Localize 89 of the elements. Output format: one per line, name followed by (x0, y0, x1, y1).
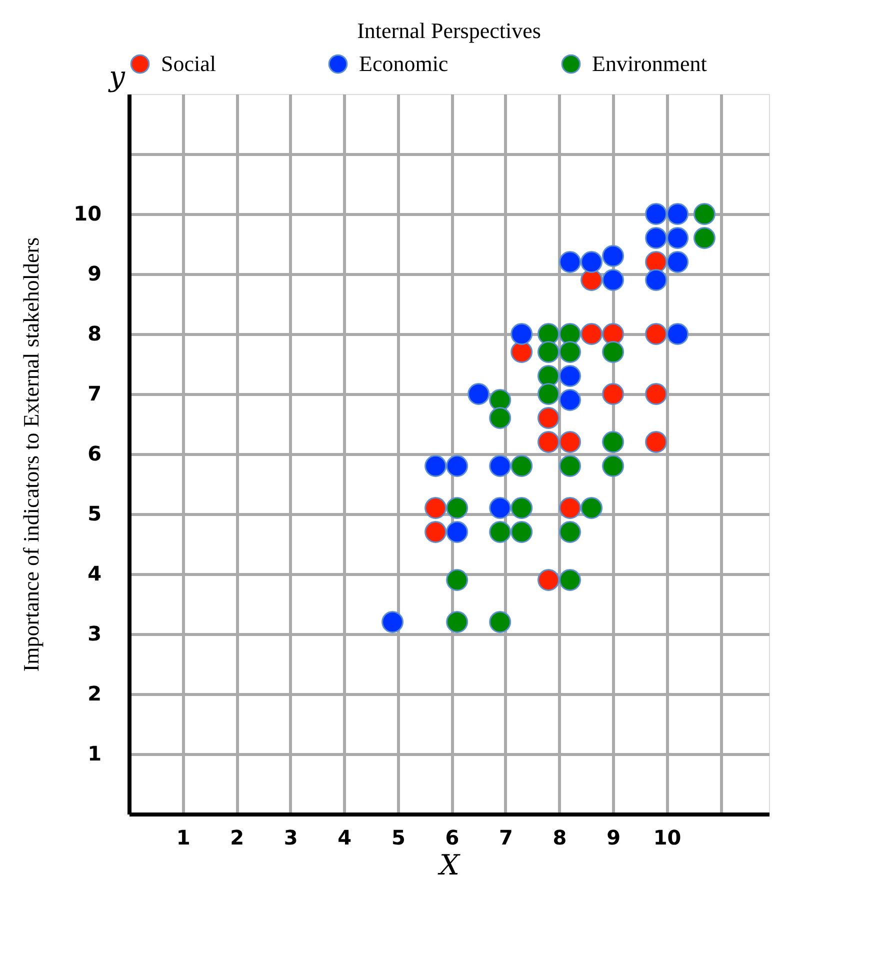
point (645, 227, 668, 249)
point (580, 269, 603, 291)
point (602, 323, 624, 345)
point (559, 455, 582, 477)
point (559, 341, 582, 363)
point (559, 389, 582, 411)
point (446, 521, 468, 543)
text: y (107, 60, 126, 93)
legend-label: Environment (592, 51, 707, 76)
y-tick-label: 7 (88, 382, 102, 406)
x-tick-label: 3 (284, 826, 298, 850)
point (645, 431, 668, 453)
point (580, 251, 603, 273)
point (559, 323, 582, 345)
point (645, 383, 668, 405)
point (538, 341, 560, 363)
point (602, 455, 624, 477)
point (559, 521, 582, 543)
point (602, 269, 624, 291)
point (580, 497, 603, 519)
point (489, 407, 512, 429)
point (424, 455, 447, 477)
point (559, 251, 582, 273)
point (693, 227, 716, 249)
x-tick-label: 6 (445, 826, 460, 850)
point (580, 323, 603, 345)
point (602, 341, 624, 363)
x-tick-label: 7 (499, 826, 513, 850)
y-tick-label: 8 (88, 322, 102, 346)
x-tick-label: 8 (552, 826, 567, 850)
point (382, 611, 404, 633)
point (489, 389, 512, 411)
x-tick-label: 1 (176, 826, 190, 850)
point (538, 365, 560, 387)
y-tick-label: 9 (88, 262, 102, 286)
point (645, 203, 668, 225)
y-tick-label: 1 (88, 742, 102, 766)
point (424, 521, 447, 543)
point (559, 431, 582, 453)
y-tick-label: 4 (88, 562, 102, 586)
point (510, 323, 533, 345)
point (538, 323, 560, 345)
x-tick-label: 4 (338, 826, 352, 850)
point (468, 383, 490, 405)
point (666, 227, 689, 249)
x-tick-label: 10 (653, 826, 682, 850)
point (510, 341, 533, 363)
point (538, 407, 560, 429)
y-tick-label: 6 (88, 442, 102, 466)
legend-label: Social (161, 51, 216, 76)
point (489, 611, 512, 633)
point (693, 203, 716, 225)
point (538, 569, 560, 591)
y-axis-title: Importance of indicators to External stakeholders (18, 237, 44, 672)
y-tick-label: 5 (88, 502, 102, 526)
point (602, 245, 624, 267)
point (559, 365, 582, 387)
point (446, 569, 468, 591)
point (489, 497, 512, 519)
point (538, 383, 560, 405)
legend-label: Economic (359, 51, 448, 76)
chart-title: Internal Perspectives (357, 18, 541, 43)
point (666, 203, 689, 225)
point (602, 431, 624, 453)
point (538, 431, 560, 453)
point (510, 521, 533, 543)
point (602, 383, 624, 405)
point (446, 455, 468, 477)
point (645, 323, 668, 345)
point (510, 455, 533, 477)
point (446, 611, 468, 633)
point (666, 251, 689, 273)
x-axis-title: X (438, 848, 461, 882)
point (645, 269, 668, 291)
point (424, 497, 447, 519)
point (666, 323, 689, 345)
point (489, 521, 512, 543)
point (645, 251, 668, 273)
point (446, 497, 468, 519)
point (559, 497, 582, 519)
y-tick-label: 3 (88, 622, 102, 646)
x-tick-label: 9 (606, 826, 620, 850)
y-tick-label: 2 (88, 682, 102, 706)
x-tick-label: 2 (230, 826, 244, 850)
y-tick-label: 10 (74, 202, 102, 226)
point (510, 497, 533, 519)
point (489, 455, 512, 477)
x-tick-label: 5 (391, 826, 406, 850)
point (559, 569, 582, 591)
